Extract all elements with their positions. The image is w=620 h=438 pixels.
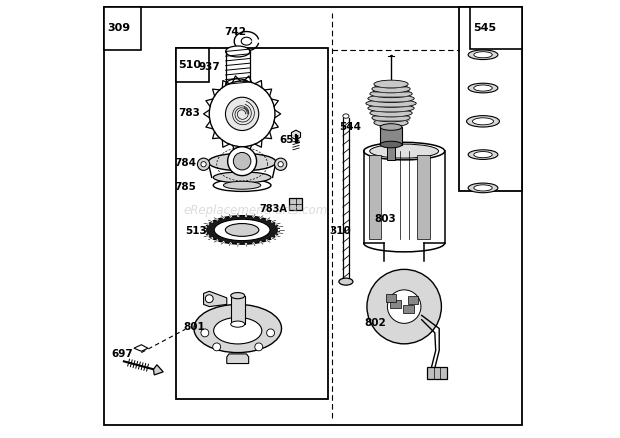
Ellipse shape xyxy=(374,80,408,88)
Circle shape xyxy=(275,158,287,170)
Circle shape xyxy=(201,329,209,337)
Ellipse shape xyxy=(231,321,245,327)
Circle shape xyxy=(233,152,251,170)
Ellipse shape xyxy=(380,141,402,148)
Text: 784: 784 xyxy=(174,158,196,168)
Text: 783A: 783A xyxy=(260,204,288,214)
Circle shape xyxy=(226,97,259,131)
Bar xyxy=(380,127,402,145)
Ellipse shape xyxy=(380,124,402,131)
Ellipse shape xyxy=(474,85,492,91)
Ellipse shape xyxy=(374,119,408,127)
Ellipse shape xyxy=(208,153,276,171)
Ellipse shape xyxy=(364,142,445,160)
Bar xyxy=(390,300,401,308)
Ellipse shape xyxy=(468,83,498,93)
Ellipse shape xyxy=(214,219,270,240)
Circle shape xyxy=(228,147,257,176)
Circle shape xyxy=(255,343,263,351)
Bar xyxy=(386,294,396,302)
Text: 697: 697 xyxy=(111,349,133,359)
Polygon shape xyxy=(227,354,249,364)
Ellipse shape xyxy=(372,114,410,122)
Ellipse shape xyxy=(368,104,414,112)
Text: 742: 742 xyxy=(224,27,247,36)
Polygon shape xyxy=(291,130,301,140)
Bar xyxy=(364,151,445,243)
Ellipse shape xyxy=(214,318,262,344)
Circle shape xyxy=(210,81,275,147)
Circle shape xyxy=(213,343,221,351)
Text: 544: 544 xyxy=(339,122,361,132)
Bar xyxy=(470,7,523,49)
Ellipse shape xyxy=(223,181,261,189)
Bar xyxy=(177,48,210,82)
Text: 651: 651 xyxy=(280,135,301,145)
Circle shape xyxy=(388,290,421,323)
Bar xyxy=(427,367,446,379)
Circle shape xyxy=(278,162,283,167)
Ellipse shape xyxy=(226,79,250,90)
Ellipse shape xyxy=(468,150,498,159)
Text: 802: 802 xyxy=(365,318,386,328)
Ellipse shape xyxy=(474,52,492,58)
Ellipse shape xyxy=(226,46,250,57)
Ellipse shape xyxy=(370,109,412,117)
Polygon shape xyxy=(134,345,148,351)
Ellipse shape xyxy=(231,293,245,299)
Text: 545: 545 xyxy=(473,23,496,32)
Bar xyxy=(290,198,302,210)
Text: 513: 513 xyxy=(185,226,207,236)
Bar xyxy=(384,243,424,261)
Ellipse shape xyxy=(205,216,280,244)
Text: 510: 510 xyxy=(179,60,202,70)
Bar xyxy=(369,155,381,239)
Ellipse shape xyxy=(225,223,259,237)
Ellipse shape xyxy=(370,90,412,98)
Polygon shape xyxy=(203,291,227,307)
Ellipse shape xyxy=(372,85,410,93)
Ellipse shape xyxy=(366,99,416,107)
Bar xyxy=(387,145,396,160)
Text: 803: 803 xyxy=(375,214,397,224)
Ellipse shape xyxy=(468,50,498,60)
Circle shape xyxy=(205,295,213,303)
Circle shape xyxy=(197,158,210,170)
Ellipse shape xyxy=(368,95,414,102)
Bar xyxy=(231,296,245,324)
Bar xyxy=(177,48,327,399)
Ellipse shape xyxy=(343,114,349,118)
Ellipse shape xyxy=(213,172,271,183)
Polygon shape xyxy=(154,365,163,375)
Ellipse shape xyxy=(474,185,492,191)
Ellipse shape xyxy=(339,278,353,285)
Circle shape xyxy=(201,162,206,167)
Bar xyxy=(104,7,141,50)
Bar xyxy=(417,155,430,239)
Text: 801: 801 xyxy=(183,322,205,332)
Bar xyxy=(408,296,418,304)
Text: 783: 783 xyxy=(179,108,200,118)
Text: 310: 310 xyxy=(329,226,350,236)
Text: 937: 937 xyxy=(198,62,220,71)
Bar xyxy=(403,305,414,313)
Bar xyxy=(459,7,523,191)
Ellipse shape xyxy=(213,179,271,191)
Ellipse shape xyxy=(474,152,492,158)
Ellipse shape xyxy=(194,304,281,353)
Text: eReplacementParts.com: eReplacementParts.com xyxy=(183,204,327,217)
Text: 309: 309 xyxy=(108,24,131,33)
Ellipse shape xyxy=(467,116,500,127)
Circle shape xyxy=(267,329,275,337)
Ellipse shape xyxy=(370,144,438,158)
Text: 785: 785 xyxy=(174,183,196,192)
Ellipse shape xyxy=(468,183,498,193)
Circle shape xyxy=(367,269,441,344)
Ellipse shape xyxy=(472,118,494,125)
